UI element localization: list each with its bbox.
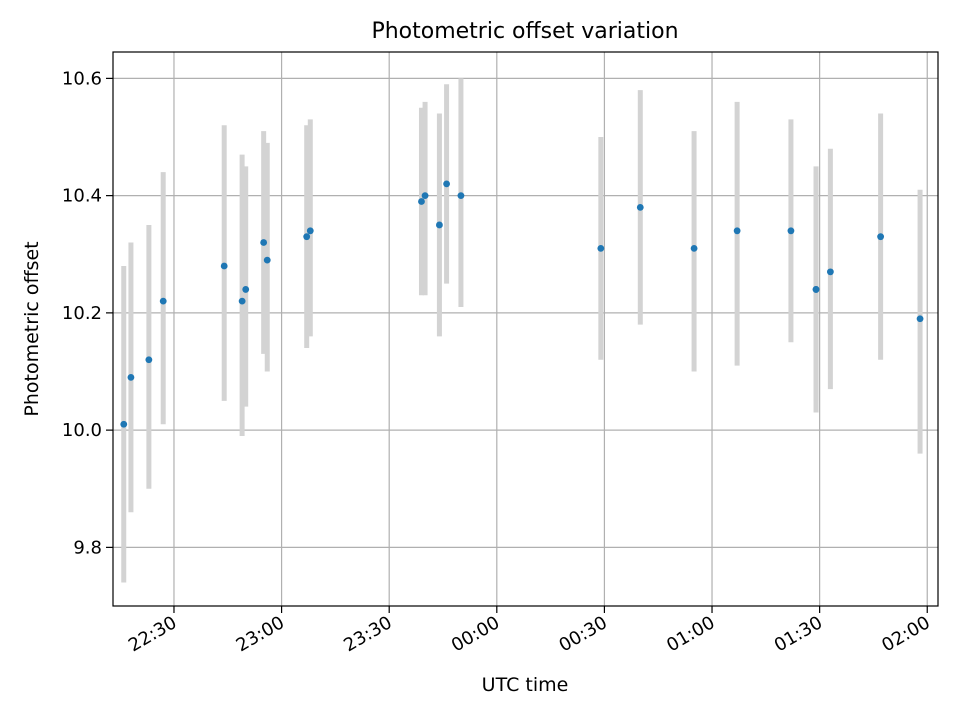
plot-area: [113, 52, 938, 606]
data-point: [690, 244, 698, 252]
data-point: [120, 420, 128, 428]
data-point: [636, 203, 644, 211]
data-point: [421, 192, 429, 200]
data-points: [120, 180, 924, 428]
x-axis-label: UTC time: [482, 674, 569, 696]
data-point: [826, 268, 834, 276]
data-point: [787, 227, 795, 235]
data-point: [306, 227, 314, 235]
data-point: [260, 239, 268, 246]
data-point: [733, 227, 741, 235]
data-point: [812, 286, 820, 293]
chart-title: Photometric offset variation: [371, 19, 678, 44]
y-tick-label: 10.0: [62, 420, 102, 441]
data-point: [127, 373, 135, 381]
data-point: [145, 356, 153, 364]
data-point: [597, 244, 605, 252]
y-tick-label: 10.6: [62, 68, 102, 89]
data-point: [242, 286, 250, 293]
data-point: [436, 221, 443, 229]
data-point: [220, 262, 228, 270]
data-point: [916, 315, 924, 323]
plot-frame: [112, 51, 939, 607]
y-tick-label: 9.8: [73, 537, 102, 558]
data-point: [159, 297, 167, 305]
grid: [113, 52, 938, 606]
y-axis-label: Photometric offset: [21, 241, 43, 416]
data-point: [263, 256, 271, 264]
data-point: [443, 180, 450, 188]
data-point: [418, 198, 425, 205]
y-axis-ticks: 9.8 10.0 10.2 10.4 10.6: [62, 68, 113, 558]
data-point: [303, 233, 311, 241]
data-point: [238, 297, 246, 305]
data-point: [457, 192, 465, 200]
y-tick-label: 10.2: [62, 303, 102, 324]
y-tick-label: 10.4: [62, 186, 102, 207]
data-point: [877, 233, 885, 241]
